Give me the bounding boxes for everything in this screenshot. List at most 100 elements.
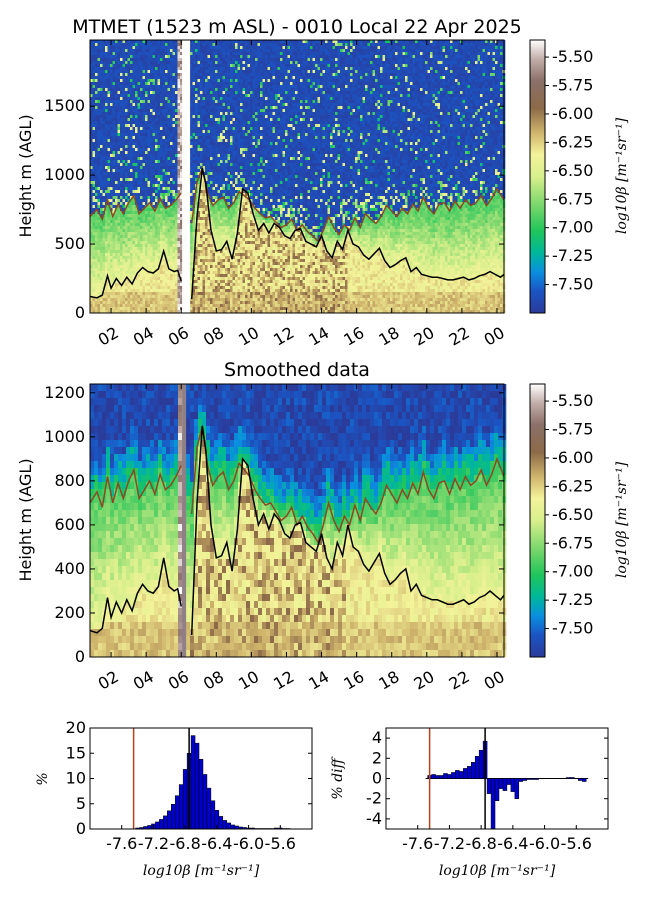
- y-tick-label: 0: [372, 769, 382, 788]
- bar: [474, 756, 480, 779]
- bar: [155, 821, 160, 830]
- bar: [222, 820, 228, 830]
- x-tick-label: 04: [130, 667, 157, 694]
- y-tick-label: 0: [75, 647, 85, 666]
- heatmap-smoothed: [90, 384, 507, 658]
- bar: [459, 771, 464, 779]
- bar: [443, 773, 448, 779]
- bar: [581, 778, 587, 782]
- colorbar-label: log10β [m⁻¹sr⁻¹]: [614, 461, 630, 578]
- bar: [467, 766, 472, 779]
- bar: [478, 749, 484, 779]
- series-line-cloud-top: [89, 425, 505, 545]
- colorbar-tick-label: -7.00: [552, 218, 593, 237]
- bar: [182, 769, 188, 830]
- bar: [514, 778, 520, 799]
- colorbar-tick-label: -6.50: [552, 505, 593, 524]
- bar: [570, 777, 575, 779]
- diff-bars: [425, 728, 589, 830]
- y-tick-label: 20: [66, 718, 86, 737]
- bar: [226, 822, 231, 830]
- x-tick-label: -5.6: [561, 834, 592, 853]
- y-tick-label: -4: [366, 809, 382, 828]
- bar: [439, 775, 444, 779]
- x-tick-label: 00: [481, 323, 508, 350]
- data-gap: [182, 40, 191, 313]
- colorbar-tick-label: -5.75: [552, 76, 593, 95]
- colorbar-ticks: -5.50 -5.75 -6.00 -6.25 -6.50 -6.75 -7.00 -7.25…: [545, 391, 593, 638]
- colorbar-tick-label: -7.50: [552, 275, 593, 294]
- x-tick-label: 08: [200, 323, 227, 350]
- x-tick-label: -7.2: [138, 834, 169, 853]
- x-tick-label: -5.6: [265, 834, 296, 853]
- colorbar-tick-label: -7.50: [552, 619, 593, 638]
- colorbar-tick-label: -6.75: [552, 189, 593, 208]
- bar: [486, 778, 492, 794]
- x-tick-label: -6.8: [170, 834, 201, 853]
- y-axis-label: Height m (AGL): [16, 114, 35, 237]
- y-tick-label: 4: [372, 728, 382, 747]
- bar: [470, 762, 476, 779]
- x-tick-label: 12: [270, 667, 297, 694]
- colorbar-tick-label: -7.25: [552, 590, 593, 609]
- bar: [578, 778, 583, 781]
- bar: [194, 742, 200, 830]
- x-tick-label: 20: [410, 667, 437, 694]
- y-ticks: -4-20 24: [366, 728, 608, 828]
- y-tick-label: 0: [76, 819, 86, 838]
- bar: [167, 810, 172, 830]
- y-tick-label: 400: [54, 559, 85, 578]
- y-ticks: 0 500 1000 1500: [44, 96, 504, 322]
- bar: [530, 778, 535, 780]
- y-tick-label: -2: [366, 789, 382, 808]
- y-tick-label: 1500: [44, 96, 85, 115]
- x-tick-label: 10: [235, 323, 262, 350]
- y-tick-label: 600: [54, 515, 85, 534]
- x-tick-label: 22: [446, 323, 473, 350]
- bar: [455, 770, 460, 779]
- x-tick-label: -7.6: [106, 834, 137, 853]
- x-tick-label: -6.4: [497, 834, 528, 853]
- series-lines-raw: [89, 165, 505, 300]
- x-tick-label: 10: [235, 667, 262, 694]
- colorbar-tick-label: -6.25: [552, 132, 593, 151]
- colorbar-tick-label: -6.25: [552, 476, 593, 495]
- histogram-bars: [132, 728, 291, 830]
- x-tick-label: 14: [305, 323, 332, 350]
- x-tick-label: 16: [340, 323, 367, 350]
- x-tick-label: 06: [165, 667, 192, 694]
- y-tick-label: 800: [54, 471, 85, 490]
- bar: [494, 778, 500, 801]
- x-tick-label: -7.2: [434, 834, 465, 853]
- colorbar-tick-label: -5.75: [552, 420, 593, 439]
- x-ticks: -7.6 -7.2 -6.8 -6.4 -6.0 -5.6: [106, 825, 296, 853]
- x-tick-label: 08: [200, 667, 227, 694]
- x-tick-label: -7.6: [402, 834, 433, 853]
- bar: [566, 777, 571, 779]
- bar: [174, 795, 180, 830]
- bar: [435, 775, 440, 779]
- colorbar-label: log10β [m⁻¹sr⁻¹]: [614, 117, 630, 234]
- colorbar: [529, 39, 546, 314]
- colorbar: [529, 383, 546, 658]
- panel-raw-backscatter: MTMET (1523 m ASL) - 0010 Local 22 Apr 2…: [16, 16, 630, 350]
- bar: [218, 816, 224, 830]
- x-tick-label: -6.0: [233, 834, 264, 853]
- bar: [206, 787, 212, 830]
- bar: [522, 778, 527, 781]
- bar: [502, 778, 508, 791]
- x-tick-label: -6.0: [529, 834, 560, 853]
- y-tick-label: 1000: [44, 427, 85, 446]
- chart-title: MTMET (1523 m ASL) - 0010 Local 22 Apr 2…: [72, 16, 522, 38]
- x-tick-label: 22: [446, 667, 473, 694]
- heatmap-raw: [90, 40, 506, 314]
- y-tick-label: 500: [54, 234, 85, 253]
- colorbar-tick-label: -5.50: [552, 391, 593, 410]
- colorbar-tick-label: -7.00: [552, 562, 593, 581]
- colorbar-tick-label: -6.50: [552, 161, 593, 180]
- bar: [498, 778, 504, 789]
- plot-frame: [89, 383, 505, 658]
- bar: [230, 824, 235, 830]
- bar: [451, 772, 456, 779]
